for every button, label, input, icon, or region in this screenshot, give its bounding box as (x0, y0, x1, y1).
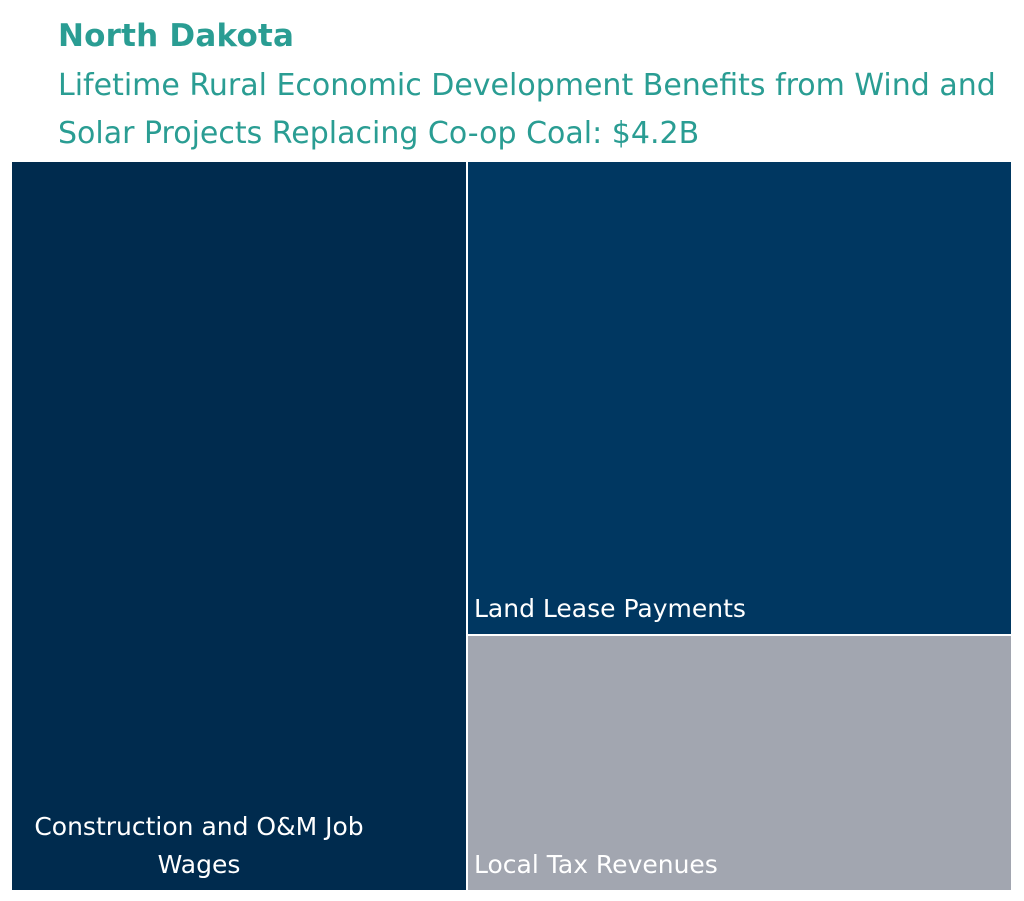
tile-construction-wages: Construction and O&M Job Wages (12, 162, 466, 890)
treemap: Construction and O&M Job Wages Land Lease… (12, 162, 1011, 890)
tile-label: Land Lease Payments (474, 594, 746, 623)
tile-land-lease: Land Lease Payments (468, 162, 1011, 634)
tile-label: Construction and O&M Job Wages (34, 812, 364, 879)
tile-local-tax: Local Tax Revenues (468, 636, 1011, 890)
tile-label: Local Tax Revenues (474, 850, 718, 879)
chart-title: North Dakota (58, 18, 295, 54)
chart-subtitle: Lifetime Rural Economic Development Bene… (58, 68, 996, 151)
